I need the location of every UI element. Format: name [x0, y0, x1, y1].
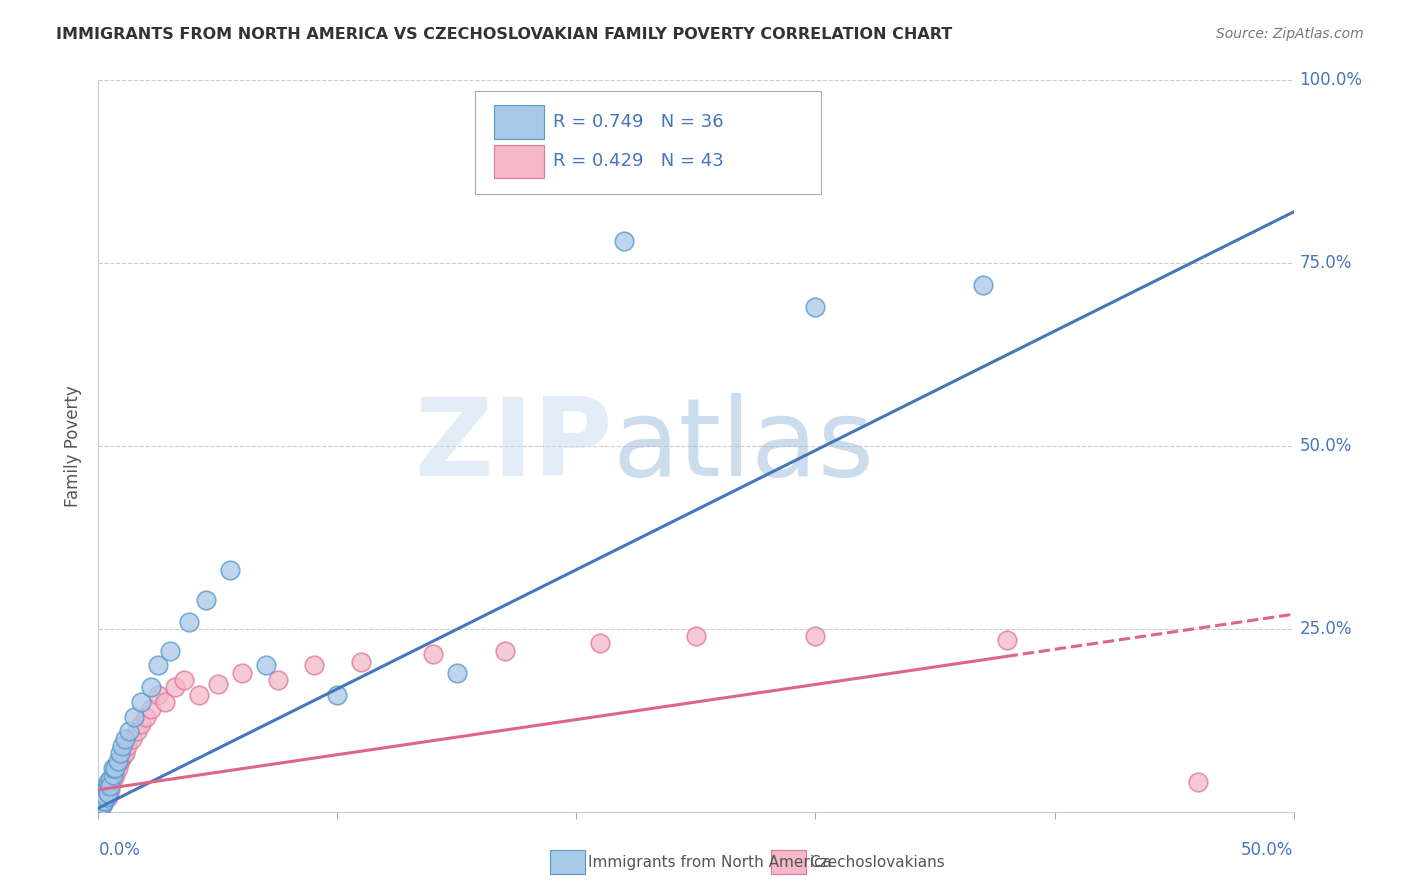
Point — [107, 761, 129, 775]
Point — [91, 794, 114, 808]
Point — [94, 787, 117, 801]
Point — [96, 779, 118, 793]
Point — [98, 779, 122, 793]
Point — [254, 658, 277, 673]
Point — [91, 790, 114, 805]
Point — [93, 791, 115, 805]
Point — [148, 658, 170, 673]
Point — [972, 278, 994, 293]
Point — [179, 615, 201, 629]
Point — [89, 798, 111, 813]
Text: atlas: atlas — [612, 393, 875, 499]
Point — [155, 695, 177, 709]
Point — [94, 790, 117, 805]
Point — [326, 688, 349, 702]
Point — [89, 801, 111, 815]
Point — [101, 761, 124, 775]
Point — [124, 709, 146, 723]
Text: 0.0%: 0.0% — [98, 841, 141, 859]
Point — [98, 775, 122, 789]
Point — [302, 658, 325, 673]
Point — [91, 797, 114, 812]
Point — [685, 629, 707, 643]
Point — [101, 768, 124, 782]
Point — [804, 629, 827, 643]
Point — [91, 790, 114, 805]
Point — [589, 636, 612, 650]
FancyBboxPatch shape — [494, 105, 544, 139]
Point — [104, 768, 127, 782]
Point — [90, 794, 112, 808]
Y-axis label: Family Poverty: Family Poverty — [65, 385, 83, 507]
Text: R = 0.429   N = 43: R = 0.429 N = 43 — [553, 153, 723, 170]
Point — [98, 782, 122, 797]
Point — [104, 761, 127, 775]
Point — [90, 796, 112, 810]
Point — [97, 775, 120, 789]
Text: 50.0%: 50.0% — [1241, 841, 1294, 859]
Point — [194, 592, 217, 607]
Text: 100.0%: 100.0% — [1299, 71, 1362, 89]
Text: 75.0%: 75.0% — [1299, 254, 1353, 272]
Text: 25.0%: 25.0% — [1299, 620, 1353, 638]
Point — [114, 731, 136, 746]
Point — [219, 563, 242, 577]
Point — [422, 648, 444, 662]
Point — [148, 688, 170, 702]
Point — [118, 724, 141, 739]
Text: Source: ZipAtlas.com: Source: ZipAtlas.com — [1216, 27, 1364, 41]
Point — [139, 702, 162, 716]
Text: Czechoslovakians: Czechoslovakians — [810, 855, 945, 870]
Point — [135, 709, 157, 723]
Point — [97, 790, 120, 805]
Point — [139, 681, 162, 695]
Point — [613, 234, 636, 248]
Point — [111, 749, 134, 764]
FancyBboxPatch shape — [550, 850, 585, 874]
Point — [350, 655, 373, 669]
Point — [90, 797, 112, 812]
Point — [94, 782, 117, 797]
Point — [91, 787, 114, 801]
Point — [107, 754, 129, 768]
Point — [115, 739, 138, 753]
Point — [121, 731, 143, 746]
Point — [108, 754, 131, 768]
Text: 50.0%: 50.0% — [1299, 437, 1353, 455]
Point — [89, 803, 111, 817]
Point — [446, 665, 468, 680]
Point — [114, 746, 136, 760]
Point — [131, 695, 153, 709]
Point — [207, 676, 229, 690]
Point — [125, 724, 148, 739]
Point — [173, 673, 195, 687]
Point — [267, 673, 290, 687]
FancyBboxPatch shape — [475, 91, 821, 194]
Point — [163, 681, 186, 695]
Point — [97, 779, 120, 793]
Text: R = 0.749   N = 36: R = 0.749 N = 36 — [553, 113, 723, 131]
Point — [494, 644, 516, 658]
Point — [159, 644, 181, 658]
Point — [231, 665, 253, 680]
Point — [94, 782, 117, 797]
Text: ZIP: ZIP — [413, 393, 612, 499]
Point — [97, 787, 120, 801]
Point — [90, 801, 112, 815]
Point — [108, 746, 131, 760]
Point — [101, 772, 124, 786]
Point — [93, 794, 115, 808]
Point — [98, 772, 122, 786]
Text: Immigrants from North America: Immigrants from North America — [588, 855, 832, 870]
FancyBboxPatch shape — [772, 850, 806, 874]
Point — [804, 300, 827, 314]
Point — [187, 688, 209, 702]
FancyBboxPatch shape — [494, 145, 544, 178]
Point — [1187, 775, 1209, 789]
Point — [131, 717, 153, 731]
Point — [995, 632, 1018, 647]
Point — [91, 797, 114, 812]
Point — [111, 739, 134, 753]
Text: IMMIGRANTS FROM NORTH AMERICA VS CZECHOSLOVAKIAN FAMILY POVERTY CORRELATION CHAR: IMMIGRANTS FROM NORTH AMERICA VS CZECHOS… — [56, 27, 952, 42]
